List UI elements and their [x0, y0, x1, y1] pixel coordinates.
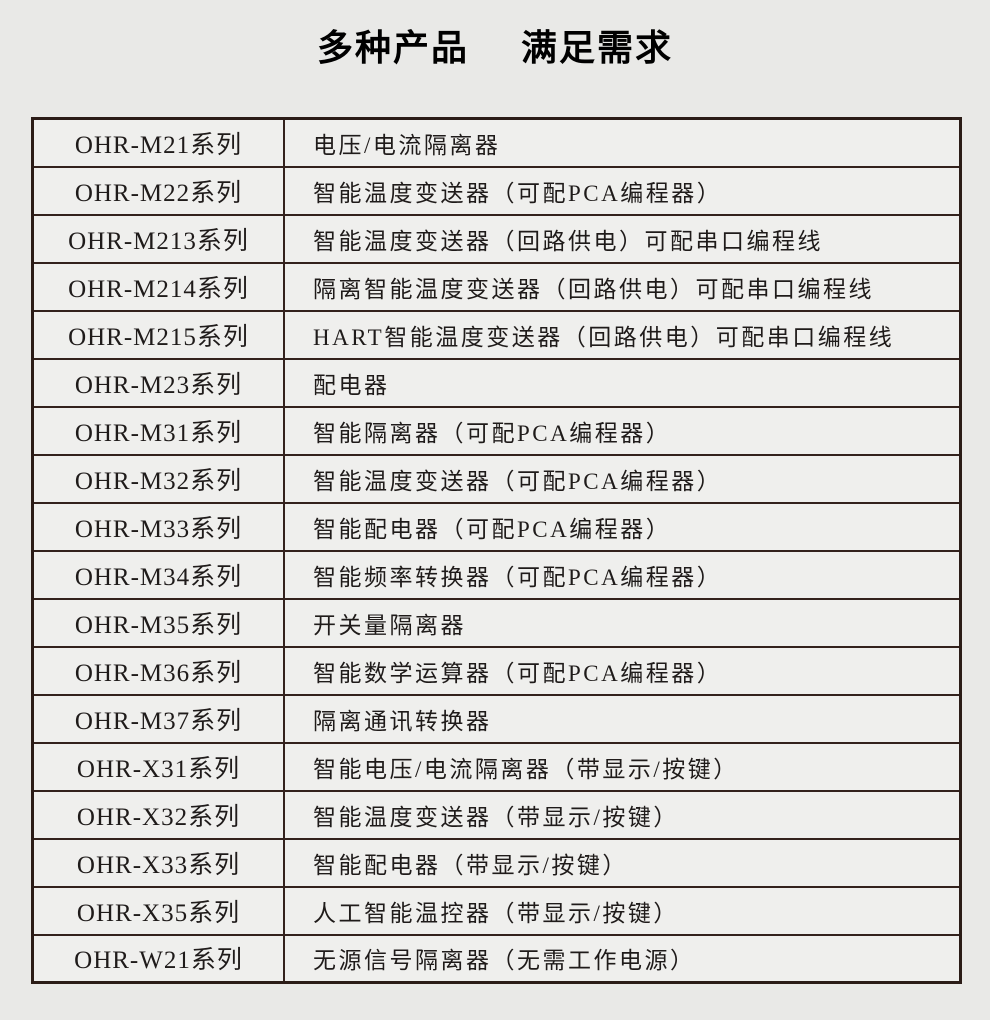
series-cell: OHR-X35系列	[31, 885, 285, 936]
table-row: OHR-M37系列 隔离通讯转换器	[31, 693, 962, 744]
page-title-right: 满足需求	[521, 27, 674, 68]
description-cell: 电压/电流隔离器	[283, 117, 962, 168]
description-cell: 人工智能温控器（带显示/按键）	[283, 885, 962, 936]
page-title: 多种产品 满足需求	[0, 24, 990, 72]
table-row: OHR-M214系列 隔离智能温度变送器（回路供电）可配串口编程线	[31, 261, 962, 312]
description-cell: 智能隔离器（可配PCA编程器）	[283, 405, 962, 456]
table-row: OHR-X35系列 人工智能温控器（带显示/按键）	[31, 885, 962, 936]
series-cell: OHR-M23系列	[31, 357, 285, 408]
description-cell: 智能配电器（可配PCA编程器）	[283, 501, 962, 552]
series-cell: OHR-X31系列	[31, 741, 285, 792]
series-cell: OHR-M35系列	[31, 597, 285, 648]
table-row: OHR-M21系列 电压/电流隔离器	[31, 117, 962, 168]
table-row: OHR-M23系列 配电器	[31, 357, 962, 408]
description-cell: 开关量隔离器	[283, 597, 962, 648]
series-cell: OHR-M213系列	[31, 213, 285, 264]
series-cell: OHR-X32系列	[31, 789, 285, 840]
table-row: OHR-M215系列 HART智能温度变送器（回路供电）可配串口编程线	[31, 309, 962, 360]
series-cell: OHR-M34系列	[31, 549, 285, 600]
table-row: OHR-W21系列 无源信号隔离器（无需工作电源）	[31, 933, 962, 984]
series-cell: OHR-M21系列	[31, 117, 285, 168]
series-cell: OHR-M22系列	[31, 165, 285, 216]
description-cell: 智能温度变送器（带显示/按键）	[283, 789, 962, 840]
description-cell: 智能温度变送器（可配PCA编程器）	[283, 165, 962, 216]
series-cell: OHR-M36系列	[31, 645, 285, 696]
description-cell: 隔离通讯转换器	[283, 693, 962, 744]
table-row: OHR-X32系列 智能温度变送器（带显示/按键）	[31, 789, 962, 840]
table-row: OHR-M33系列 智能配电器（可配PCA编程器）	[31, 501, 962, 552]
series-cell: OHR-M32系列	[31, 453, 285, 504]
table-row: OHR-X31系列 智能电压/电流隔离器（带显示/按键）	[31, 741, 962, 792]
table-row: OHR-X33系列 智能配电器（带显示/按键）	[31, 837, 962, 888]
description-cell: 配电器	[283, 357, 962, 408]
table-row: OHR-M31系列 智能隔离器（可配PCA编程器）	[31, 405, 962, 456]
series-cell: OHR-M33系列	[31, 501, 285, 552]
table-row: OHR-M22系列 智能温度变送器（可配PCA编程器）	[31, 165, 962, 216]
description-cell: 智能温度变送器（可配PCA编程器）	[283, 453, 962, 504]
series-cell: OHR-W21系列	[31, 933, 285, 984]
table-row: OHR-M213系列 智能温度变送器（回路供电）可配串口编程线	[31, 213, 962, 264]
series-cell: OHR-M214系列	[31, 261, 285, 312]
table-row: OHR-M35系列 开关量隔离器	[31, 597, 962, 648]
table-row: OHR-M32系列 智能温度变送器（可配PCA编程器）	[31, 453, 962, 504]
description-cell: 智能频率转换器（可配PCA编程器）	[283, 549, 962, 600]
description-cell: 智能数学运算器（可配PCA编程器）	[283, 645, 962, 696]
description-cell: HART智能温度变送器（回路供电）可配串口编程线	[283, 309, 962, 360]
product-series-table: OHR-M21系列 电压/电流隔离器 OHR-M22系列 智能温度变送器（可配P…	[31, 117, 962, 984]
description-cell: 智能电压/电流隔离器（带显示/按键）	[283, 741, 962, 792]
series-cell: OHR-M215系列	[31, 309, 285, 360]
page-title-left: 多种产品	[316, 27, 469, 68]
description-cell: 隔离智能温度变送器（回路供电）可配串口编程线	[283, 261, 962, 312]
series-cell: OHR-M37系列	[31, 693, 285, 744]
description-cell: 智能配电器（带显示/按键）	[283, 837, 962, 888]
table-row: OHR-M36系列 智能数学运算器（可配PCA编程器）	[31, 645, 962, 696]
description-cell: 无源信号隔离器（无需工作电源）	[283, 933, 962, 984]
series-cell: OHR-M31系列	[31, 405, 285, 456]
table-row: OHR-M34系列 智能频率转换器（可配PCA编程器）	[31, 549, 962, 600]
description-cell: 智能温度变送器（回路供电）可配串口编程线	[283, 213, 962, 264]
series-cell: OHR-X33系列	[31, 837, 285, 888]
